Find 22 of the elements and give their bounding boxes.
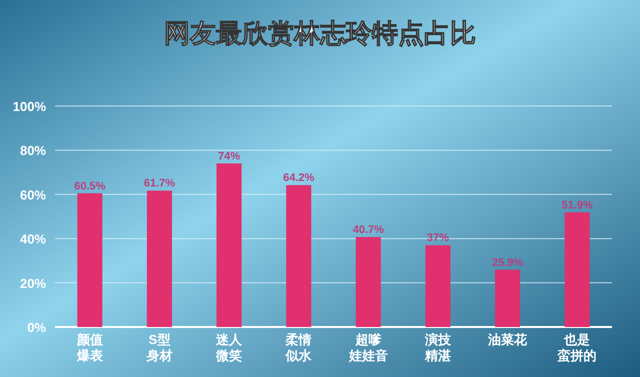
chart-title: 网友最欣赏林志玲特点占比 <box>164 18 476 48</box>
x-tick-label: 也是蛮拼的 <box>556 332 597 363</box>
data-label: 61.7% <box>144 178 176 190</box>
x-tick-label: 迷人微笑 <box>215 332 244 363</box>
x-tick-label: 油菜花 <box>487 332 528 347</box>
data-label: 64.2% <box>283 172 314 184</box>
data-label: 40.7% <box>352 224 384 236</box>
data-label: 74% <box>218 150 240 162</box>
x-tick-label: 演技精湛 <box>424 332 452 363</box>
y-tick-label: 40% <box>20 232 46 247</box>
x-tick-label: 颜值爆表 <box>76 332 104 363</box>
y-tick-label: 80% <box>20 143 46 158</box>
y-tick-label: 60% <box>20 187 46 202</box>
y-tick-label: 20% <box>20 276 46 291</box>
data-label: 60.5% <box>74 180 106 192</box>
x-tick-label: 柔情似水 <box>284 332 313 363</box>
data-label: 25.9% <box>492 256 524 269</box>
x-tick-label: 超嗲娃娃音 <box>348 332 388 363</box>
data-label: 51.9% <box>562 199 593 212</box>
x-tick-label: S型身材 <box>145 332 172 363</box>
y-tick-label: 0% <box>27 320 46 335</box>
y-tick-label: 100% <box>12 99 46 114</box>
